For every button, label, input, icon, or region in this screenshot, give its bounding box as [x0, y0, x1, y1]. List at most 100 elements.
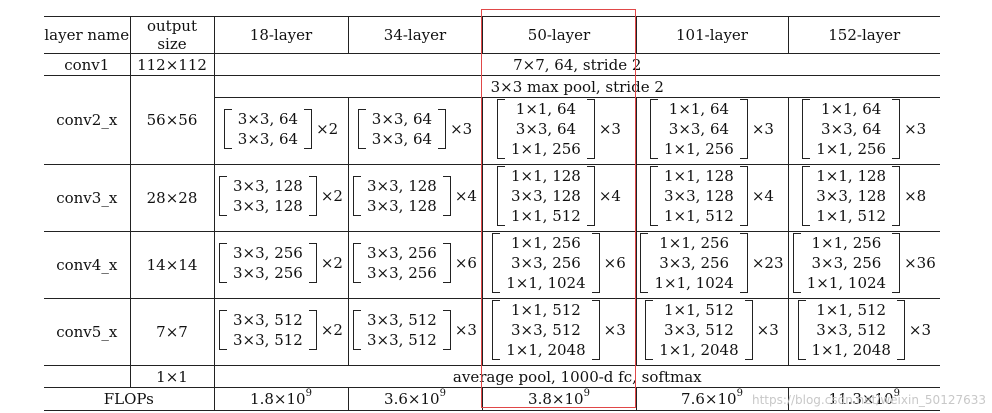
- left-bracket: [219, 310, 228, 350]
- residual-block: 3×3, 128 3×3, 128 ×2: [219, 176, 343, 216]
- block-cell: 3×3, 64 3×3, 64 ×2: [213, 97, 348, 165]
- block-layers: 3×3, 64 3×3, 64: [234, 109, 302, 149]
- right-bracket: [442, 176, 451, 216]
- block-layers: 1×1, 64 3×3, 64 1×1, 256: [507, 99, 585, 159]
- block-cell: 3×3, 256 3×3, 256 ×6: [347, 231, 482, 299]
- block-cell: 1×1, 256 3×3, 256 1×1, 1024 ×23: [635, 231, 788, 299]
- residual-block: 1×1, 256 3×3, 256 1×1, 1024 ×6: [492, 233, 626, 293]
- stage-output-size: 14×14: [129, 231, 214, 299]
- left-bracket: [353, 310, 362, 350]
- right-bracket: [308, 176, 317, 216]
- right-bracket: [744, 300, 753, 360]
- right-bracket: [586, 99, 595, 159]
- block-multiplier: ×8: [904, 187, 927, 205]
- block-layer: 1×1, 2048: [506, 341, 586, 359]
- block-layers: 3×3, 128 3×3, 128: [363, 176, 441, 216]
- block-multiplier: ×4: [751, 187, 774, 205]
- block-layer: 3×3, 128: [511, 187, 581, 205]
- block-layer: 3×3, 64: [371, 130, 433, 148]
- right-bracket: [438, 109, 447, 149]
- block-layer: 1×1, 256: [659, 234, 730, 252]
- block-multiplier: ×3: [756, 321, 779, 339]
- right-bracket: [896, 300, 905, 360]
- left-bracket: [497, 99, 506, 159]
- right-bracket: [892, 166, 901, 226]
- flops-value: 7.6×109: [635, 387, 788, 411]
- block-cell: 3×3, 256 3×3, 256 ×2: [213, 231, 348, 299]
- block-cell: 3×3, 64 3×3, 64 ×3: [347, 97, 482, 165]
- conv1-desc: 7×7, 64, stride 2: [213, 53, 940, 76]
- left-bracket: [650, 99, 659, 159]
- block-layers: 1×1, 64 3×3, 64 1×1, 256: [812, 99, 890, 159]
- left-bracket: [802, 99, 811, 159]
- left-bracket: [792, 233, 801, 293]
- header-50-layer: 50-layer: [481, 16, 636, 54]
- flops-value: 3.6×109: [347, 387, 482, 411]
- block-multiplier: ×2: [320, 254, 343, 272]
- block-layer: 3×3, 512: [233, 311, 303, 329]
- block-multiplier: ×3: [598, 120, 621, 138]
- block-layer: 1×1, 2048: [659, 341, 739, 359]
- left-bracket: [497, 166, 506, 226]
- block-layers: 1×1, 128 3×3, 128 1×1, 512: [812, 166, 890, 226]
- block-layer: 3×3, 512: [367, 311, 437, 329]
- block-multiplier: ×6: [603, 254, 626, 272]
- residual-block: 3×3, 512 3×3, 512 ×2: [219, 310, 343, 350]
- residual-block: 3×3, 256 3×3, 256 ×6: [353, 243, 477, 283]
- flops-times-ten: ×10: [273, 390, 306, 408]
- residual-block: 1×1, 64 3×3, 64 1×1, 256 ×3: [802, 99, 926, 159]
- header-101-layer: 101-layer: [635, 16, 788, 54]
- flops-exponent: 9: [439, 388, 446, 399]
- block-layer: 1×1, 1024: [806, 274, 887, 292]
- block-layer: 3×3, 64: [371, 110, 433, 128]
- block-layer: 1×1, 512: [664, 207, 734, 225]
- resnet-architecture-table: layer name output size 18-layer 34-layer…: [44, 16, 940, 411]
- block-layer: 1×1, 128: [664, 167, 734, 185]
- flops-mantissa: 11.3: [828, 390, 862, 408]
- block-layer: 3×3, 64: [821, 120, 882, 138]
- block-layer: 3×3, 128: [233, 197, 303, 215]
- block-multiplier: ×36: [904, 254, 936, 272]
- block-layer: 3×3, 64: [668, 120, 730, 138]
- residual-block: 1×1, 128 3×3, 128 1×1, 512 ×8: [802, 166, 926, 226]
- block-layer: 1×1, 1024: [506, 274, 586, 292]
- left-bracket: [650, 166, 659, 226]
- block-layer: 1×1, 2048: [811, 341, 891, 359]
- residual-block: 1×1, 128 3×3, 128 1×1, 512 ×4: [650, 166, 774, 226]
- block-layers: 3×3, 64 3×3, 64: [368, 109, 436, 149]
- right-bracket: [586, 166, 595, 226]
- residual-block: 3×3, 64 3×3, 64 ×2: [223, 109, 339, 149]
- block-layer: 1×1, 512: [664, 301, 734, 319]
- flops-times-ten: ×10: [861, 390, 894, 408]
- block-layer: 1×1, 64: [668, 100, 730, 118]
- residual-block: 3×3, 256 3×3, 256 ×2: [219, 243, 343, 283]
- block-layer: 1×1, 512: [511, 207, 581, 225]
- block-layer: 1×1, 256: [816, 140, 887, 158]
- block-cell: 1×1, 64 3×3, 64 1×1, 256 ×3: [635, 97, 788, 165]
- block-multiplier: ×3: [603, 321, 626, 339]
- header-output-size: output size: [129, 16, 214, 54]
- block-multiplier: ×2: [316, 120, 339, 138]
- left-bracket: [353, 176, 362, 216]
- flops-times-ten: ×10: [551, 390, 584, 408]
- block-layer: 3×3, 64: [237, 130, 299, 148]
- stage-name: conv4_x: [44, 231, 130, 299]
- residual-block: 1×1, 256 3×3, 256 1×1, 1024 ×23: [640, 233, 784, 293]
- stage-output-size: 7×7: [129, 298, 214, 366]
- right-bracket: [442, 243, 451, 283]
- header-152-layer: 152-layer: [787, 16, 940, 54]
- block-layer: 1×1, 512: [816, 301, 887, 319]
- block-layer: 1×1, 512: [816, 207, 887, 225]
- block-multiplier: ×3: [908, 321, 931, 339]
- block-layer: 3×3, 256: [811, 254, 882, 272]
- right-bracket: [739, 99, 748, 159]
- block-multiplier: ×4: [598, 187, 621, 205]
- block-cell: 3×3, 512 3×3, 512 ×3: [347, 298, 482, 366]
- residual-block: 1×1, 128 3×3, 128 1×1, 512 ×4: [497, 166, 621, 226]
- block-layer: 1×1, 64: [821, 100, 882, 118]
- left-bracket: [492, 300, 501, 360]
- block-multiplier: ×6: [454, 254, 477, 272]
- flops-value: 3.8×109: [481, 387, 636, 411]
- left-bracket: [640, 233, 649, 293]
- block-layer: 3×3, 128: [233, 177, 303, 195]
